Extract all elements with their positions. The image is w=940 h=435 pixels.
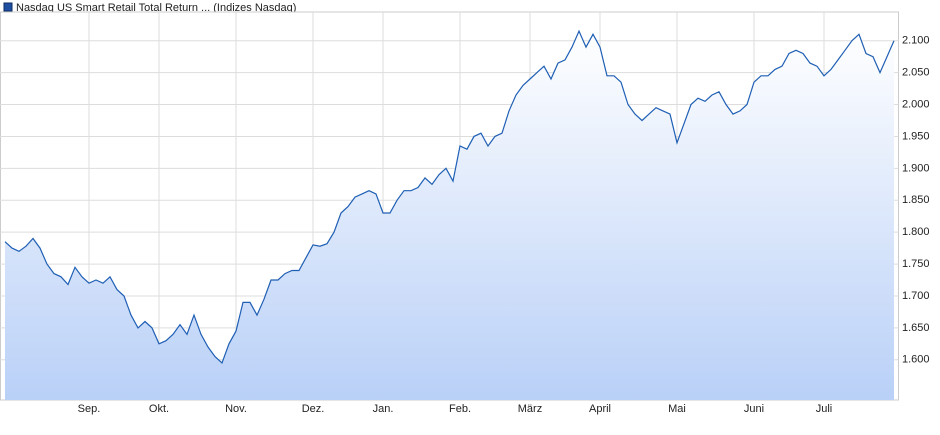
legend-swatch	[3, 2, 13, 12]
x-tick-label: Jan.	[373, 403, 394, 415]
x-tick-label: Juli	[816, 403, 833, 415]
y-tick-label: 1.850	[902, 194, 930, 206]
x-tick-label: Okt.	[149, 403, 169, 415]
y-tick-label: 2.100	[902, 35, 930, 47]
x-tick-label: Juni	[744, 403, 764, 415]
y-tick-label: 1.650	[902, 322, 930, 334]
x-tick-label: Mai	[668, 403, 686, 415]
y-tick-label: 2.050	[902, 67, 930, 79]
y-tick-label: 1.750	[902, 258, 930, 270]
x-tick-label: Feb.	[449, 403, 471, 415]
x-tick-label: Nov.	[225, 403, 247, 415]
line	[4, 29, 895, 365]
x-tick-label: März	[518, 403, 542, 415]
x-tick-label: Sep.	[78, 403, 101, 415]
y-tick-label: 1.800	[902, 226, 930, 238]
x-tick-label: April	[589, 403, 611, 415]
y-tick-label: 2.000	[902, 98, 930, 110]
legend-label: Nasdaq US Smart Retail Total Return ... …	[16, 2, 296, 14]
y-tick-label: 1.600	[902, 354, 930, 366]
y-tick-label: 1.900	[902, 162, 930, 174]
y-tick-label: 1.700	[902, 290, 930, 302]
x-tick-label: Dez.	[302, 403, 325, 415]
y-tick-label: 1.950	[902, 130, 930, 142]
